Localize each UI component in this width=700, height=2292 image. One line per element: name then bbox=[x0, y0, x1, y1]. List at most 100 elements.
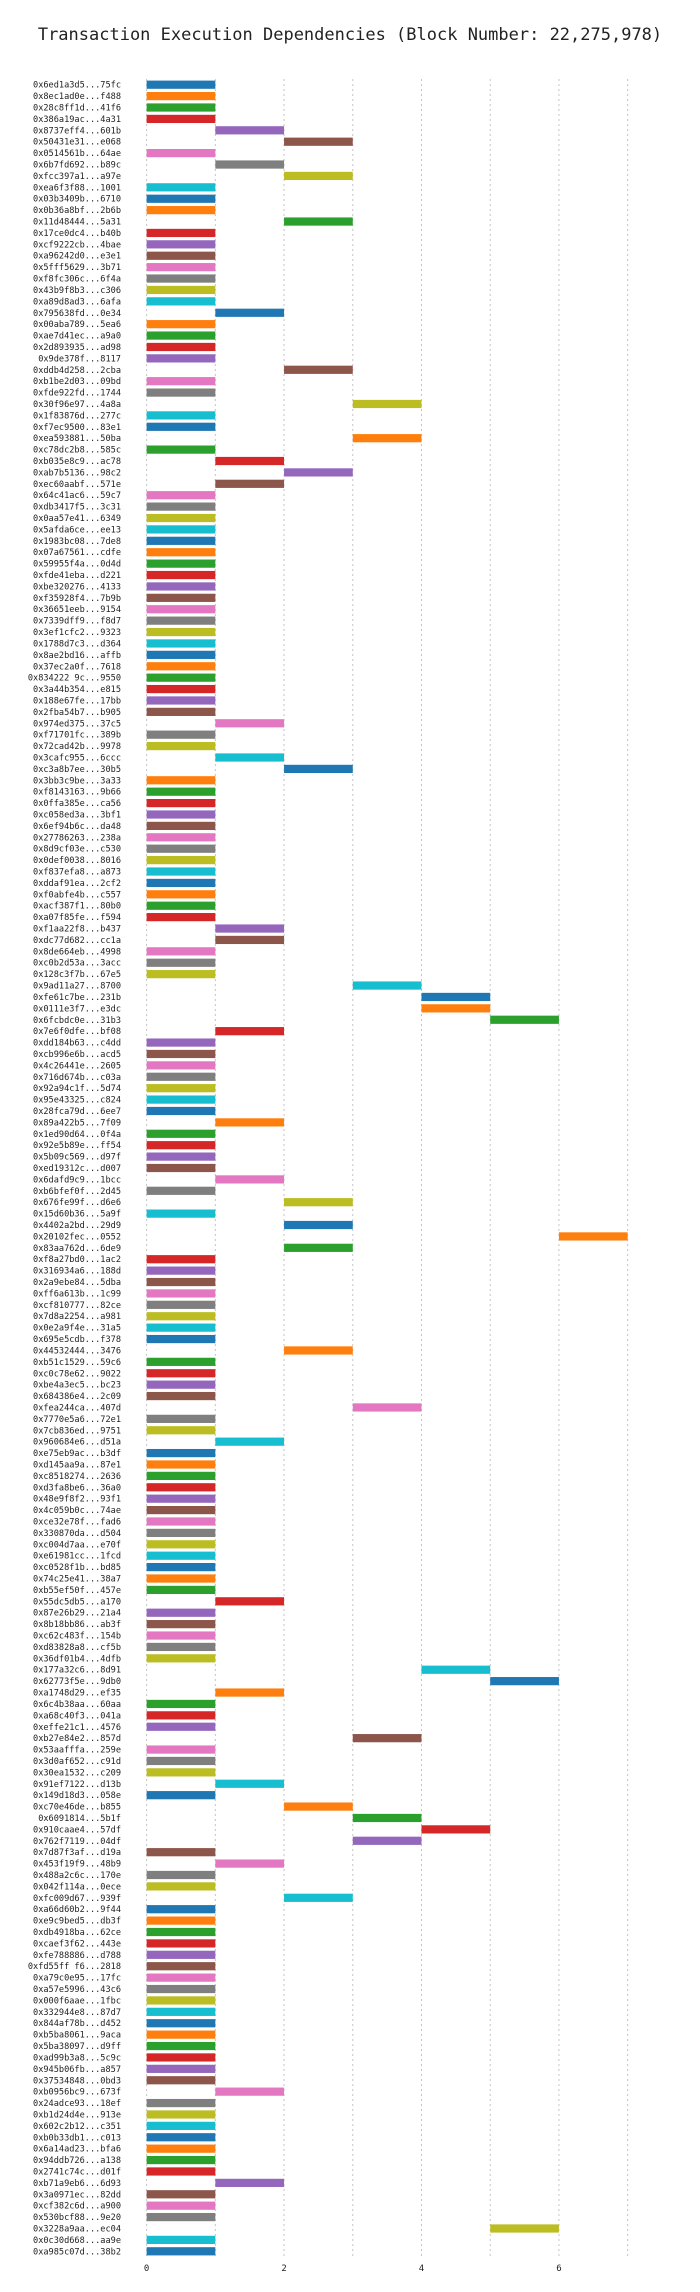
tx-label: 0xb1be2d03...09bd bbox=[33, 377, 121, 387]
tx-label: 0x684386e4...2c09 bbox=[33, 1392, 121, 1402]
tx-label: 0xcb996e6b...acd5 bbox=[33, 1050, 121, 1060]
tx-label: 0xdb3417f5...3c31 bbox=[33, 503, 121, 513]
tx-label: 0x602c2b12...c351 bbox=[33, 2122, 121, 2132]
tx-label: 0x94ddb726...a138 bbox=[33, 2156, 121, 2166]
tx-bar bbox=[146, 1848, 216, 1857]
tx-bar bbox=[215, 1597, 285, 1606]
tx-bar bbox=[146, 810, 216, 819]
tx-label: 0x7770e5a6...72e1 bbox=[33, 1415, 121, 1425]
tx-label: 0x3d0af652...c91d bbox=[33, 1757, 121, 1767]
tx-label: 0x1f83876d...277c bbox=[33, 411, 121, 421]
tx-bar bbox=[215, 479, 285, 488]
tx-label: 0x1983bc08...7de8 bbox=[33, 537, 121, 547]
tx-label: 0x8d9cf03e...c530 bbox=[33, 845, 121, 855]
tx-label: 0x0c30d668...aa9e bbox=[33, 2236, 121, 2246]
tx-label: 0x695e5cdb...f378 bbox=[33, 1335, 121, 1345]
tx-bar bbox=[146, 388, 216, 397]
tx-bar bbox=[146, 525, 216, 534]
tx-label: 0x1788d7c3...d364 bbox=[33, 639, 121, 649]
tx-bar bbox=[146, 730, 216, 739]
tx-bar bbox=[146, 696, 216, 705]
tx-label: 0x488a2c6c...170e bbox=[33, 1871, 121, 1881]
tx-label: 0x8b18bb86...ab3f bbox=[33, 1620, 121, 1630]
tx-bar bbox=[146, 1654, 216, 1663]
tx-bar bbox=[146, 1505, 216, 1515]
tx-label: 0xc78dc2b8...585c bbox=[33, 446, 121, 456]
tx-label: 0xfea244ca...407d bbox=[33, 1403, 121, 1413]
tx-label: 0x6c4b38aa...60aa bbox=[33, 1700, 121, 1710]
tx-bar bbox=[146, 856, 216, 865]
x-tick-label: 0 bbox=[144, 2264, 149, 2274]
tx-label: 0xf1aa22f8...b437 bbox=[33, 925, 121, 935]
tx-bar bbox=[146, 502, 216, 511]
tx-label: 0xad99b3a8...5c9c bbox=[33, 2053, 121, 2063]
tx-bar bbox=[352, 1836, 422, 1845]
tx-label: 0x530bcf88...9e20 bbox=[33, 2213, 121, 2223]
tx-bar bbox=[146, 1870, 216, 1880]
tx-label: 0xc3a8b7ee...30b5 bbox=[33, 765, 121, 775]
tx-bar bbox=[146, 673, 216, 682]
tx-bar bbox=[146, 1141, 216, 1150]
tx-bar bbox=[215, 719, 285, 728]
tx-label: 0x8ec1ad0e...f488 bbox=[33, 92, 121, 102]
tx-bar bbox=[146, 570, 216, 580]
tx-label: 0xbe4a3ec5...bc23 bbox=[33, 1381, 121, 1391]
tx-bar bbox=[146, 2076, 216, 2085]
tx-bar bbox=[284, 137, 353, 146]
tx-bar bbox=[146, 2133, 216, 2142]
tx-label: 0x188e67fe...17bb bbox=[33, 696, 121, 706]
tx-label: 0x9de378f...8117 bbox=[38, 354, 121, 364]
tx-bar bbox=[352, 1813, 422, 1823]
tx-label: 0xddaf91ea...2cf2 bbox=[33, 879, 121, 889]
tx-label: 0xfde41eba...d221 bbox=[33, 571, 121, 581]
tx-bar bbox=[146, 1882, 216, 1891]
tx-bar bbox=[146, 1414, 216, 1423]
tx-label: 0xcf382c6d...a900 bbox=[33, 2202, 121, 2212]
tx-label: 0xc0528f1b...bd85 bbox=[33, 1563, 121, 1573]
tx-bar bbox=[146, 1984, 216, 1994]
tx-label: 0x7d87f3af...d19a bbox=[33, 1848, 121, 1858]
tx-label: 0xf8a27bd0...1ac2 bbox=[33, 1255, 121, 1265]
tx-label: 0xf0abfe4b...c557 bbox=[33, 890, 121, 900]
tx-label: 0xfe61c7be...231b bbox=[33, 993, 121, 1003]
tx-bar bbox=[352, 1403, 422, 1412]
tx-bar bbox=[146, 285, 216, 295]
tx-label: 0x0aa57e41...6349 bbox=[33, 514, 121, 524]
tx-bar bbox=[146, 297, 216, 306]
tx-bar bbox=[490, 1677, 559, 1686]
tx-bar bbox=[146, 2019, 216, 2028]
tx-bar bbox=[146, 251, 216, 260]
tx-bar bbox=[146, 833, 216, 842]
tx-bar bbox=[284, 1220, 353, 1230]
tx-bar bbox=[215, 2087, 285, 2096]
tx-bar bbox=[146, 183, 216, 192]
tx-label: 0xb51c1529...59c6 bbox=[33, 1358, 121, 1368]
tx-bar bbox=[421, 1004, 491, 1013]
tx-label: 0x330870da...d504 bbox=[33, 1529, 121, 1539]
tx-label: 0x36651eeb...9154 bbox=[33, 605, 121, 615]
tx-label: 0x000f6aae...1fbc bbox=[33, 1996, 121, 2006]
tx-bar bbox=[146, 1574, 216, 1583]
tx-bar bbox=[146, 1038, 216, 1047]
tx-label: 0x0ffa385e...ca56 bbox=[33, 799, 121, 809]
tx-bar bbox=[215, 2178, 285, 2187]
tx-label: 0x89a422b5...7f09 bbox=[33, 1118, 121, 1128]
tx-bar bbox=[146, 787, 216, 796]
tx-label: 0x6ef94b6c...da48 bbox=[33, 822, 121, 832]
tx-label: 0xdb4918ba...62ce bbox=[33, 1928, 121, 1938]
tx-bar bbox=[284, 1346, 353, 1355]
tx-label: 0x3ef1cfc2...9323 bbox=[33, 628, 121, 638]
tx-bar bbox=[146, 422, 216, 431]
tx-bar bbox=[146, 1471, 216, 1480]
tx-bar bbox=[146, 1916, 216, 1925]
tx-bar bbox=[146, 1163, 216, 1173]
tx-label: 0xec60aabf...571e bbox=[33, 480, 121, 490]
tx-label: 0xd145aa9a...87e1 bbox=[33, 1460, 121, 1470]
tx-label: 0x0514561b...64ae bbox=[33, 149, 121, 159]
tx-label: 0x453f19f9...48b9 bbox=[33, 1860, 121, 1870]
tx-label: 0x27786263...238a bbox=[33, 833, 121, 843]
tx-bar bbox=[284, 1893, 353, 1902]
tx-label: 0xae7d41ec...a9a0 bbox=[33, 332, 121, 342]
tx-bar bbox=[146, 320, 216, 329]
